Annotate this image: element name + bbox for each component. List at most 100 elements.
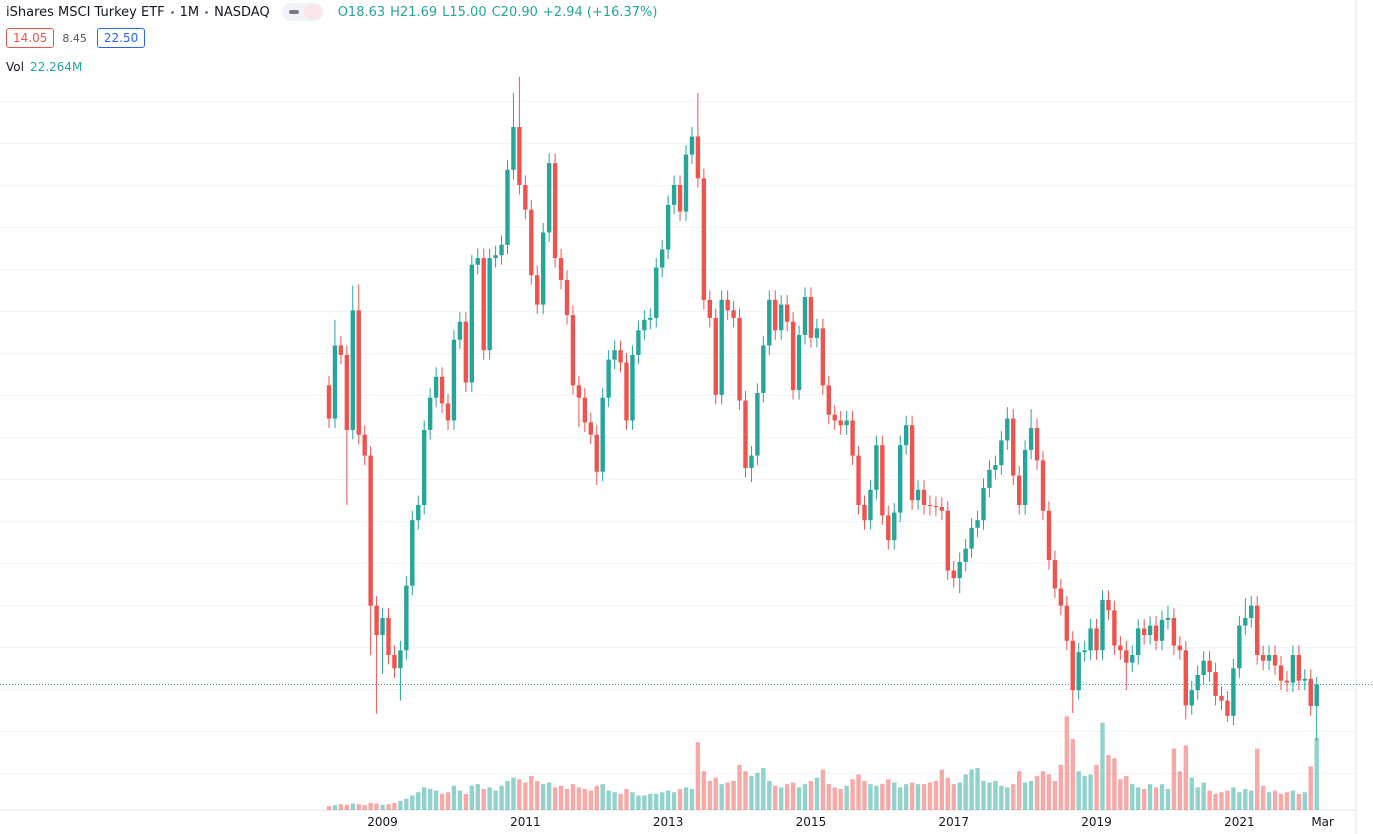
candle-body — [1130, 655, 1135, 663]
candle-body — [404, 585, 409, 651]
candle-body — [332, 345, 338, 419]
volume-bar — [1314, 738, 1319, 810]
volume-bar — [993, 780, 998, 810]
candle-body — [1183, 650, 1188, 706]
candle-body — [802, 297, 808, 335]
ohlc-low: L15.00 — [442, 4, 487, 20]
volume-bar — [665, 790, 671, 810]
volume-bar — [1171, 748, 1177, 810]
candle-body — [927, 504, 933, 506]
candle-body — [326, 385, 332, 419]
candle-body — [463, 321, 469, 383]
volume-bar — [618, 793, 623, 810]
candle-body — [427, 397, 433, 430]
volume-bar — [1022, 782, 1028, 810]
ask[interactable]: 22.50 — [96, 28, 146, 48]
candle-body — [713, 317, 718, 395]
volume-bar — [511, 777, 516, 810]
bid[interactable]: 14.05 — [6, 28, 55, 48]
volume-bar — [1302, 792, 1307, 810]
volume-bar — [1159, 784, 1165, 810]
candle-body — [707, 299, 712, 318]
volume-bar — [1040, 771, 1046, 810]
volume-bar — [570, 784, 576, 810]
candle-body — [701, 178, 707, 300]
candle-body — [743, 400, 748, 468]
candle-body — [570, 315, 576, 386]
volume-bar — [398, 800, 403, 810]
volume-bar — [1278, 793, 1284, 810]
volume-bar — [636, 795, 641, 810]
candle-body — [600, 397, 605, 472]
volume-bar — [368, 802, 373, 810]
candle-body — [773, 299, 778, 331]
candle-body — [1249, 605, 1254, 618]
candle-body — [767, 299, 772, 346]
candle-body — [808, 297, 814, 338]
volume-bar — [1088, 774, 1093, 810]
toggle[interactable] — [281, 3, 324, 21]
volume-bar — [939, 769, 945, 810]
candle-body — [683, 154, 689, 212]
volume-bar — [1260, 785, 1266, 810]
volume-bar — [1231, 787, 1236, 810]
candle-body — [826, 385, 831, 415]
candle-body — [880, 445, 885, 516]
candle-body — [374, 605, 379, 636]
candle-body — [546, 163, 552, 233]
candle-body — [1076, 652, 1081, 691]
candle-body — [987, 469, 992, 488]
candle-body — [915, 489, 921, 501]
candle-body — [1314, 684, 1319, 707]
volume-bar — [606, 790, 611, 810]
volume-bar — [427, 788, 433, 810]
candle-body — [564, 279, 570, 316]
candle-body — [1141, 628, 1147, 636]
ohlc-close: C20.90 — [491, 4, 538, 20]
candle-body — [892, 512, 897, 541]
candle-body — [838, 420, 843, 426]
interval[interactable]: 1M — [179, 4, 200, 20]
volume-bar — [1255, 748, 1260, 810]
candle-body — [898, 445, 903, 513]
candle-body — [487, 258, 492, 351]
candle-body — [903, 425, 909, 446]
volume-bar — [1011, 784, 1016, 810]
volume-bar — [523, 782, 528, 810]
volume-bar — [332, 805, 338, 810]
candle-body — [909, 425, 915, 501]
change: +2.94 (+16.37%) — [542, 4, 658, 20]
volume-bar — [457, 790, 463, 810]
candle-body — [719, 299, 724, 395]
candle-body — [344, 354, 350, 430]
volume-bar — [1284, 792, 1290, 810]
candle-body — [499, 244, 504, 256]
volume-bar — [963, 774, 968, 810]
volume-bar — [451, 785, 457, 810]
candle-body — [921, 489, 927, 505]
volume-bar — [386, 804, 391, 810]
candle-body — [1028, 428, 1034, 450]
volume-bar — [660, 792, 665, 810]
candle-body — [796, 334, 802, 391]
candle-body — [957, 561, 962, 579]
volume-bar — [1082, 776, 1087, 810]
volume-bar — [844, 785, 849, 810]
volume-bar — [773, 785, 778, 810]
volume-bar — [743, 771, 748, 810]
volume-bar — [1213, 793, 1218, 810]
volume-bar — [719, 784, 724, 810]
candle-body — [993, 465, 998, 470]
candle-body — [582, 397, 588, 423]
volume-bar — [1225, 790, 1230, 810]
candle-body — [660, 249, 665, 268]
x-tick-label: 2013 — [653, 815, 684, 829]
candle-body — [975, 520, 980, 528]
candle-body — [1070, 640, 1075, 691]
volume-bar — [1189, 777, 1194, 810]
volume-bar — [689, 788, 695, 810]
candle-body — [779, 304, 784, 331]
volume-bar — [1153, 787, 1159, 810]
